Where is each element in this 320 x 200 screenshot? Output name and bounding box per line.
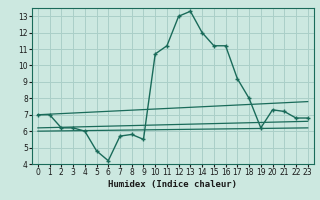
X-axis label: Humidex (Indice chaleur): Humidex (Indice chaleur) bbox=[108, 180, 237, 189]
